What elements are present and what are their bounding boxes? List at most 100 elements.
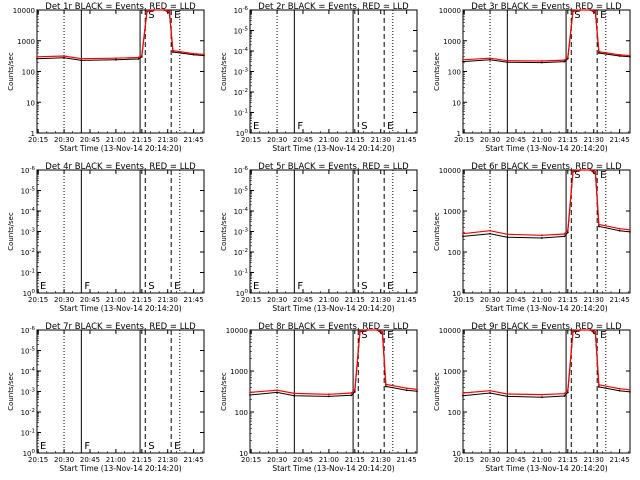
- y-tick-label: 1000: [443, 38, 461, 46]
- data-point-lld: [416, 388, 418, 391]
- data-point-lld: [376, 329, 379, 331]
- marker-label: E: [174, 281, 180, 292]
- x-tick-label: 21:15: [558, 456, 578, 464]
- data-point-events: [385, 385, 387, 388]
- x-tick-label: 21:00: [106, 136, 126, 144]
- x-axis: 20:15 20:30 20:45 21:00 21:15 21:30 21:45: [241, 10, 417, 144]
- data-point-lld: [462, 392, 464, 394]
- x-tick-label: 21:30: [158, 296, 178, 304]
- x-axis: 20:15 20:30 20:45 21:00 21:15 21:30 21:45: [454, 330, 630, 464]
- x-axis-label: Start Time (13-Nov-14 20:14:20): [485, 304, 607, 313]
- plot-frame: [249, 329, 418, 454]
- x-tick-label: 21:45: [184, 136, 204, 144]
- panel-det1r: Det 1r BLACK = Events, RED = LLD 1 10 100 10…: [7, 2, 205, 153]
- data-point-lld: [137, 56, 140, 59]
- x-axis: 20:15 20:30 20:45 21:00 21:15 21:30 21:45: [454, 170, 630, 304]
- data-point-lld: [618, 387, 621, 390]
- y-axis-label: Counts/sec: [433, 52, 441, 91]
- marker-label: E: [174, 10, 180, 21]
- data-point-lld: [566, 389, 569, 392]
- y-tick-label: 10-3: [234, 228, 249, 237]
- x-tick-label: 20:45: [80, 136, 100, 144]
- data-point-lld: [192, 52, 195, 55]
- x-tick-label: 21:00: [319, 456, 339, 464]
- panel-title: Det 2r BLACK = Events, RED = LLD: [258, 2, 409, 12]
- x-tick-label: 20:45: [506, 136, 526, 144]
- panel-title: Det 6r BLACK = Events, RED = LLD: [471, 162, 622, 172]
- data-point-events: [416, 390, 418, 393]
- data-point-lld: [203, 53, 205, 56]
- x-tick-label: 21:00: [532, 136, 552, 144]
- panel-det6r: Det 6r BLACK = Events, RED = LLD 10 100 100…: [433, 162, 631, 313]
- data-point-events: [350, 394, 353, 397]
- data-point-events: [489, 58, 491, 61]
- data-point-lld: [572, 330, 574, 332]
- y-tick-label: 10-2: [21, 248, 35, 257]
- data-point-lld: [489, 389, 491, 392]
- data-point-lld: [36, 55, 38, 58]
- x-tick-label: 21:45: [184, 456, 204, 464]
- data-point-events: [506, 61, 509, 64]
- panel-title: Det 1r BLACK = Events, RED = LLD: [45, 2, 196, 12]
- data-point-events: [462, 394, 464, 397]
- y-axis: 1 10 100 1000 10000: [439, 7, 630, 138]
- x-tick-label: 21:45: [397, 296, 417, 304]
- data-point-events: [618, 229, 621, 232]
- y-tick-label: 10000: [439, 7, 461, 15]
- y-tick-label: 10: [239, 450, 248, 458]
- marker-label: E: [600, 10, 606, 21]
- x-tick-label: 21:30: [584, 456, 604, 464]
- marker-label: S: [148, 10, 154, 21]
- data-point-events: [566, 391, 569, 394]
- data-point-events: [618, 389, 621, 392]
- marker-label: E: [253, 121, 259, 132]
- x-tick-label: 20:30: [54, 456, 74, 464]
- data-point-lld: [80, 57, 83, 60]
- panel-title: Det 5r BLACK = Events, RED = LLD: [258, 162, 409, 172]
- panel-title: Det 9r BLACK = Events, RED = LLD: [471, 322, 622, 332]
- panel-det8r: Det 8r BLACK = Events, RED = LLD 10 100 100…: [220, 322, 418, 473]
- data-point-lld: [563, 233, 566, 235]
- x-tick-label: 21:45: [610, 136, 630, 144]
- y-tick-label: 10-3: [21, 388, 36, 397]
- marker-label: F: [84, 281, 90, 292]
- marker-label: S: [361, 121, 367, 132]
- x-tick-label: 21:30: [371, 296, 391, 304]
- x-tick-label: 21:45: [610, 456, 630, 464]
- data-point-lld: [579, 329, 581, 331]
- data-point-events: [489, 392, 491, 394]
- data-point-lld: [276, 389, 278, 392]
- y-tick-label: 10000: [13, 7, 35, 15]
- y-tick-label: 10000: [439, 167, 461, 175]
- data-point-lld: [566, 56, 569, 59]
- data-point-events: [63, 56, 65, 59]
- data-point-lld: [598, 50, 600, 53]
- x-axis: 20:15 20:30 20:45 21:00 21:15 21:30 21:45: [241, 170, 417, 304]
- y-tick-label: 10-1: [21, 269, 35, 278]
- y-tick-label: 1000: [230, 368, 248, 376]
- marker-label: E: [600, 170, 606, 181]
- x-tick-label: 20:45: [80, 296, 100, 304]
- data-point-lld: [327, 393, 330, 396]
- data-point-lld: [353, 388, 356, 391]
- data-point-lld: [146, 9, 148, 12]
- x-tick-label: 21:30: [584, 136, 604, 144]
- panel-det3r: Det 3r BLACK = Events, RED = LLD 1 10 100 10…: [433, 2, 631, 153]
- y-axis-label: Counts/sec: [7, 372, 15, 411]
- data-point-lld: [293, 392, 296, 395]
- data-point-events: [276, 391, 278, 394]
- x-tick-label: 20:30: [480, 456, 500, 464]
- data-point-lld: [618, 227, 621, 230]
- panel-det9r: Det 9r BLACK = Events, RED = LLD 10 100 100…: [433, 322, 631, 473]
- data-point-lld: [540, 393, 543, 396]
- data-point-events: [489, 232, 491, 235]
- data-point-lld: [63, 55, 65, 57]
- y-tick-label: 10-3: [21, 228, 36, 237]
- data-point-events: [327, 395, 330, 398]
- y-tick-label: 10-1: [234, 269, 248, 278]
- panel-det2r: Det 2r BLACK = Events, RED = LLD10010-11…: [220, 2, 418, 153]
- marker-label: E: [40, 441, 46, 452]
- data-point-lld: [572, 9, 574, 12]
- y-axis: 10 100 1000 10000: [226, 327, 417, 458]
- y-tick-label: 10-6: [21, 166, 36, 175]
